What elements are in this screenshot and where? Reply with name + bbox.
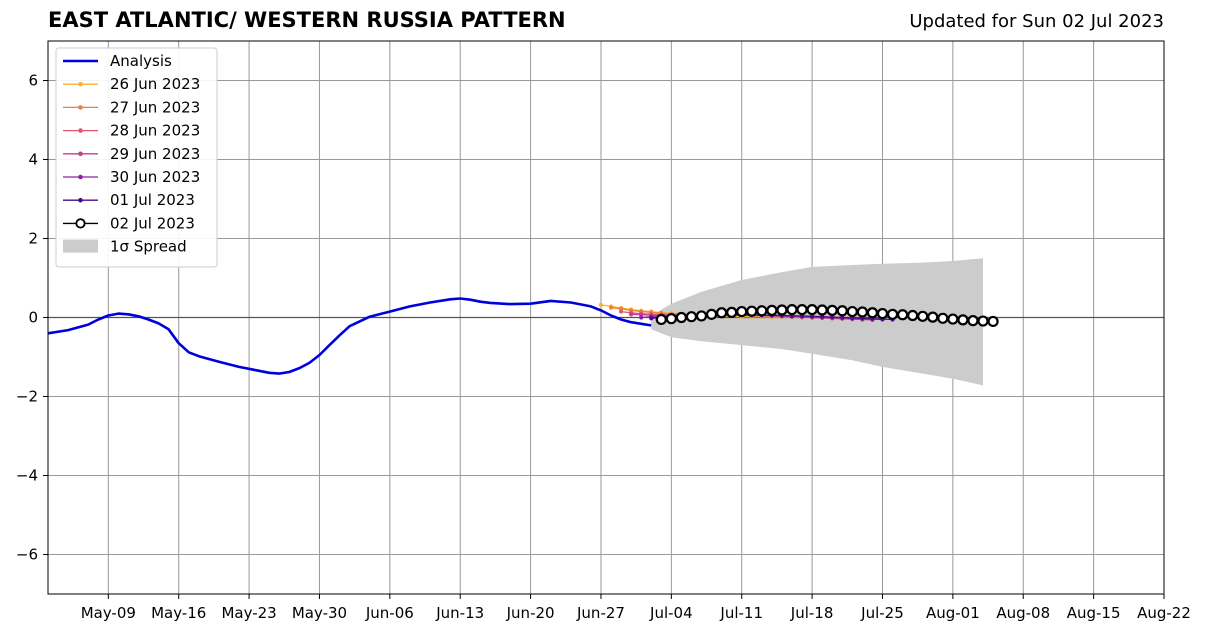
forecast-point — [957, 314, 969, 326]
spread-band — [651, 258, 983, 386]
legend: Analysis 26 Jun 2023 27 Jun 2023 28 Jun 202… — [55, 47, 218, 268]
forecast-point — [907, 309, 919, 322]
x-tick-label: May-09 — [81, 604, 136, 622]
forecast-point — [947, 313, 959, 325]
forecast-point — [796, 304, 808, 316]
forecast-point — [937, 312, 949, 324]
forecast-point — [876, 307, 889, 320]
forecast-point — [826, 304, 838, 316]
chart-subtitle: Updated for Sun 02 Jul 2023 — [909, 11, 1164, 32]
forecast-point — [806, 304, 818, 316]
forecast-point — [608, 305, 614, 310]
legend-swatch-marker — [78, 197, 83, 203]
forecast-point — [655, 313, 667, 326]
y-tick-label: 6 — [28, 72, 38, 90]
legend-label: 26 Jun 2023 — [110, 75, 200, 93]
legend-swatch-marker — [78, 105, 83, 110]
forecast-point — [629, 312, 634, 317]
y-tick-label: 0 — [28, 309, 38, 327]
x-tick-label: Aug-01 — [926, 604, 980, 622]
x-tick-label: Aug-08 — [996, 604, 1050, 622]
forecast-point — [776, 304, 788, 316]
forecast-point — [756, 305, 768, 317]
analysis-layer — [47, 297, 652, 375]
forecast-point — [977, 315, 989, 327]
y-tick-label: −4 — [16, 467, 38, 485]
legend-swatch-marker — [78, 128, 83, 133]
forecast-point — [866, 307, 879, 319]
legend-label: 02 Jul 2023 — [110, 214, 195, 232]
forecast-point — [886, 308, 899, 320]
x-tick-label: May-23 — [221, 604, 276, 622]
forecast-point — [716, 307, 728, 319]
x-tick-label: Jun-13 — [435, 604, 484, 622]
forecast-point — [665, 313, 677, 325]
forecast-point — [816, 304, 828, 316]
x-tick-label: Jun-06 — [365, 604, 414, 622]
forecast-point — [639, 315, 644, 320]
x-axis: May-09 May-16 May-23 May-30 Jun-06 Jun-13 Jun-… — [81, 594, 1191, 622]
forecast-point — [896, 309, 909, 321]
x-tick-label: Jun-20 — [506, 604, 555, 622]
chart-title: EAST ATLANTIC/ WESTERN RUSSIA PATTERN — [48, 8, 566, 32]
legend-swatch-marker — [75, 218, 86, 229]
forecast-point — [917, 310, 929, 322]
forecast-point — [836, 305, 848, 317]
x-tick-label: Jul-04 — [649, 604, 693, 622]
legend-swatch-marker — [78, 174, 83, 180]
x-tick-label: May-30 — [292, 604, 347, 622]
legend-label: 30 Jun 2023 — [110, 168, 200, 186]
forecast-point — [766, 304, 778, 316]
x-tick-label: Jul-11 — [719, 604, 763, 622]
x-tick-label: Jul-25 — [860, 604, 904, 622]
forecast-point — [846, 305, 858, 318]
x-tick-label: May-16 — [151, 604, 206, 622]
forecast-point — [618, 309, 624, 314]
forecast-point — [726, 306, 738, 318]
analysis-line — [47, 297, 652, 375]
legend-box — [55, 47, 218, 268]
legend-label: 28 Jun 2023 — [110, 122, 200, 140]
forecast-point — [675, 311, 688, 324]
forecast-point — [746, 305, 758, 317]
forecast-point — [856, 306, 868, 318]
forecast-point — [736, 305, 748, 318]
legend-label: 29 Jun 2023 — [110, 145, 200, 163]
y-tick-label: 4 — [28, 151, 38, 169]
x-tick-label: Aug-15 — [1067, 604, 1121, 622]
forecast-point — [695, 310, 708, 322]
forecast-point — [705, 308, 718, 320]
legend-label: 1σ Spread — [110, 238, 187, 256]
x-tick-label: Aug-22 — [1137, 604, 1191, 622]
y-tick-label: 2 — [28, 230, 38, 248]
legend-swatch-marker — [78, 151, 83, 157]
y-tick-label: −6 — [16, 546, 38, 564]
spread-layer — [651, 258, 983, 386]
y-axis: −6 −4 −2 0 2 4 6 — [16, 72, 48, 564]
legend-label: Analysis — [110, 52, 172, 70]
x-tick-label: Jun-27 — [576, 604, 625, 622]
forecast-point — [598, 302, 604, 307]
x-tick-label: Jul-18 — [790, 604, 834, 622]
forecast-point — [685, 311, 698, 323]
forecast-point — [967, 315, 979, 327]
y-tick-label: −2 — [16, 388, 38, 406]
legend-swatch-marker — [78, 81, 83, 87]
forecast-point — [786, 304, 798, 316]
forecast-point — [987, 315, 999, 328]
legend-swatch-spread — [63, 239, 98, 253]
legend-label: 01 Jul 2023 — [110, 191, 195, 209]
legend-label: 27 Jun 2023 — [110, 98, 200, 116]
forecast-layer — [655, 304, 999, 328]
forecast-point — [649, 316, 654, 321]
forecast-point — [927, 311, 939, 323]
